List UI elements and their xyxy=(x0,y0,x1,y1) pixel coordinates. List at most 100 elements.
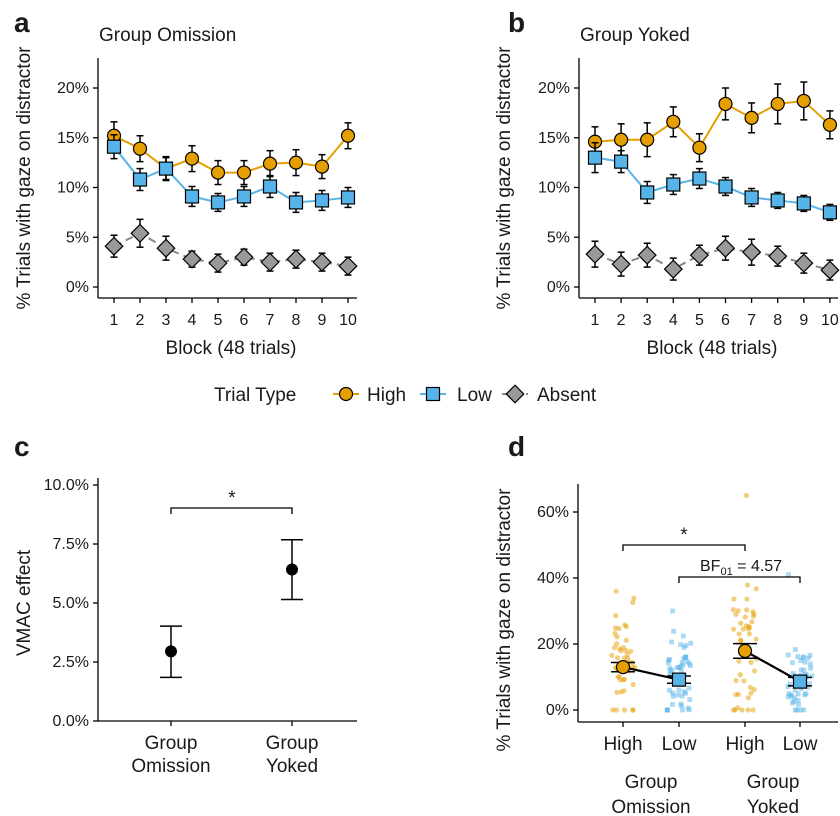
participant-point xyxy=(751,668,758,674)
point-high xyxy=(184,151,200,166)
point-low xyxy=(640,185,655,200)
participant-point xyxy=(740,626,746,632)
point-mean xyxy=(671,672,687,687)
point-mean xyxy=(286,563,298,576)
point-absent xyxy=(715,238,736,258)
y-tick-label: 7.5% xyxy=(53,536,89,553)
participant-point xyxy=(753,586,759,592)
point-mean xyxy=(737,643,753,659)
x-tick-label: 8 xyxy=(292,312,301,329)
point-absent xyxy=(312,252,332,272)
x-tick-label: 1 xyxy=(110,312,119,329)
participant-point xyxy=(795,698,801,703)
participant-point xyxy=(609,652,615,658)
x-tick-label-line: Omission xyxy=(131,756,210,777)
participant-point xyxy=(802,672,808,677)
point-high xyxy=(640,132,655,147)
participant-point xyxy=(624,652,630,658)
panel-label: c xyxy=(14,431,30,462)
participant-point xyxy=(611,645,618,651)
participant-point xyxy=(731,596,737,602)
participant-point xyxy=(738,637,744,643)
y-tick-label: 0% xyxy=(66,279,89,296)
series-low-line xyxy=(113,146,349,204)
group-label-line: Omission xyxy=(611,797,690,816)
point-absent xyxy=(637,245,657,265)
participant-point xyxy=(785,652,791,658)
point-absent xyxy=(741,242,762,262)
y-axis-label: % Trials with gaze on distractor xyxy=(494,488,515,752)
y-axis-label: VMAC effect xyxy=(14,549,35,656)
participant-point xyxy=(750,609,756,615)
participant-point xyxy=(736,658,742,664)
participant-point xyxy=(679,668,684,674)
y-tick-label: 5% xyxy=(66,229,89,246)
participant-point xyxy=(736,631,742,637)
participant-point xyxy=(683,654,689,659)
point-mean xyxy=(615,659,631,675)
participant-point xyxy=(798,667,804,673)
point-low xyxy=(236,189,252,204)
point-low xyxy=(666,177,681,192)
participant-point xyxy=(795,691,801,697)
y-tick-label: 0% xyxy=(547,279,570,296)
bayes-factor-prefix: BF xyxy=(700,558,721,575)
point-absent xyxy=(104,236,124,256)
x-tick-label: 10 xyxy=(821,312,839,329)
participant-point xyxy=(748,659,754,665)
mean-connector xyxy=(744,649,801,683)
participant-point xyxy=(744,582,751,588)
participant-point xyxy=(739,707,745,713)
participant-point xyxy=(737,672,743,678)
legend-marker-low xyxy=(425,386,441,402)
y-tick-label: 20% xyxy=(537,636,569,653)
group-label-line: Yoked xyxy=(747,797,799,816)
participant-point xyxy=(746,631,752,637)
y-tick-label: 20% xyxy=(57,80,89,97)
x-tick-label-line: Yoked xyxy=(266,756,318,777)
participant-point xyxy=(790,671,796,676)
participant-point xyxy=(790,700,795,706)
group-label-line: Group xyxy=(747,772,800,793)
y-tick-label: 10% xyxy=(538,180,570,197)
point-high xyxy=(692,140,707,155)
participant-point xyxy=(738,620,744,626)
participant-point xyxy=(665,707,670,713)
point-mean xyxy=(792,674,808,689)
participant-point xyxy=(753,636,759,642)
x-tick-label: 2 xyxy=(136,312,145,329)
group-label-line: Group xyxy=(625,772,678,793)
participant-point xyxy=(610,707,616,713)
participant-point xyxy=(614,634,620,640)
participant-point xyxy=(631,595,637,601)
participant-point xyxy=(795,654,801,660)
participant-point xyxy=(786,572,791,578)
participant-point xyxy=(730,607,736,613)
participant-point xyxy=(675,692,681,698)
point-low xyxy=(692,171,707,186)
x-tick-label: 9 xyxy=(318,312,327,329)
participant-point xyxy=(678,642,684,647)
participant-point xyxy=(797,707,803,713)
participant-point xyxy=(630,707,636,713)
participant-point xyxy=(801,667,807,673)
participant-point xyxy=(742,614,748,620)
point-absent xyxy=(663,259,683,279)
series-absent-line xyxy=(113,232,349,268)
y-tick-label: 0.0% xyxy=(53,713,89,730)
participant-point xyxy=(809,673,815,679)
participant-point xyxy=(741,678,747,684)
point-absent xyxy=(689,245,710,265)
group-label: Group Yoked xyxy=(747,772,800,816)
participant-point xyxy=(750,613,757,619)
participant-point xyxy=(617,646,623,652)
legend-title: Trial Type xyxy=(214,385,296,406)
panel-title: Group Omission xyxy=(99,25,236,46)
x-axis-label: Block (48 trials) xyxy=(647,338,778,359)
point-high xyxy=(822,117,838,132)
point-low xyxy=(718,179,733,194)
participant-point xyxy=(750,707,756,713)
participant-point xyxy=(744,607,750,613)
significance-bracket xyxy=(170,507,293,514)
participant-point xyxy=(667,657,672,663)
